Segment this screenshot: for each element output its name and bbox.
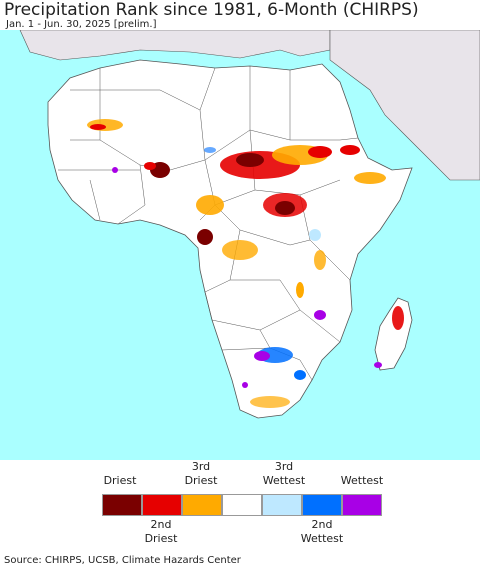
legend-label-3rd-wettest: 3rd Wettest [262,460,306,487]
legend-swatch-2nd-driest [142,494,182,516]
legend-label-wettest: Wettest [340,474,384,487]
legend-swatch-3rd-driest [182,494,222,516]
legend: Driest 3rd Driest 3rd Wettest Wettest 2n… [0,460,480,552]
precip-wet-patches [112,147,382,388]
legend-swatch-3rd-wettest [262,494,302,516]
legend-label-driest: Driest [103,474,137,487]
legend-swatch-2nd-wettest [302,494,342,516]
legend-swatch-wettest [342,494,382,516]
source-credit: Source: CHIRPS, UCSB, Climate Hazards Ce… [4,555,241,566]
middle-east-landmass [329,30,480,181]
legend-label-3rd-driest: 3rd Driest [184,460,218,487]
legend-swatch-driest [102,494,142,516]
country-borders [58,66,359,381]
africa-precipitation-map [0,30,480,460]
legend-label-2nd-wettest: 2nd Wettest [300,518,344,545]
legend-swatch-normal [222,494,262,516]
precip-dry-patches [87,119,404,408]
legend-label-2nd-driest: 2nd Driest [144,518,178,545]
map-subtitle: Jan. 1 - Jun. 30, 2025 [prelim.] [6,19,157,30]
map-title: Precipitation Rank since 1981, 6-Month (… [4,0,419,20]
